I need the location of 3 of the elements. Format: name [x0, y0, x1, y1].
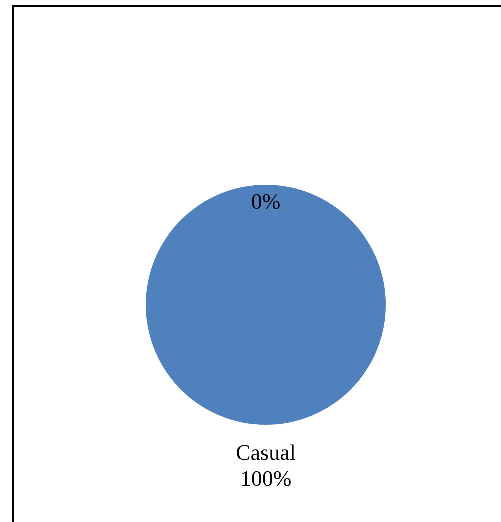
slice-label: Casual — [236, 440, 296, 465]
text: 0% — [251, 188, 281, 214]
data-label: 100% — [240, 466, 292, 491]
